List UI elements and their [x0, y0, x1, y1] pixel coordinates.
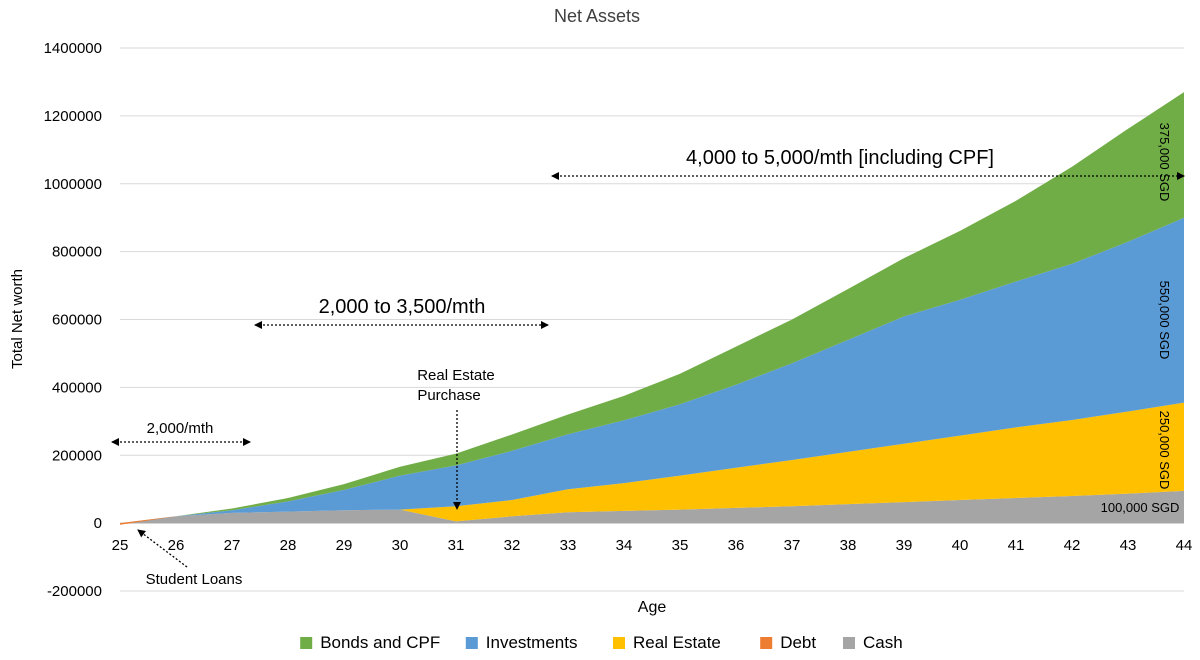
y-tick-label: 1000000 — [44, 176, 102, 193]
legend-swatch-real-estate — [613, 637, 625, 649]
legend: Bonds and CPF Investments Real Estate Debt C… — [300, 633, 903, 652]
area-real-estate — [120, 402, 1184, 524]
real-estate-label-line2: Purchase — [417, 387, 480, 404]
x-tick-label: 41 — [1008, 537, 1025, 554]
chart-title: Net Assets — [554, 6, 640, 26]
y-tick-label: 1400000 — [44, 40, 102, 57]
x-axis-title: Age — [638, 599, 667, 616]
x-tick-label: 31 — [448, 537, 465, 554]
x-tick-label: 37 — [784, 537, 801, 554]
x-tick-label: 40 — [952, 537, 969, 554]
cash-end-label: 100,000 SGD — [1101, 500, 1180, 515]
legend-swatch-cash — [843, 637, 855, 649]
x-tick-label: 25 — [112, 537, 129, 554]
bonds-end-label: 375,000 SGD — [1157, 123, 1172, 202]
x-tick-label: 33 — [560, 537, 577, 554]
legend-label-bonds-and-cpf: Bonds and CPF — [320, 633, 440, 652]
x-tick-label: 30 — [392, 537, 409, 554]
x-tick-label: 38 — [840, 537, 857, 554]
legend-swatch-investments — [465, 637, 478, 649]
legend-swatch-debt — [760, 637, 773, 649]
y-tick-label: -200000 — [47, 583, 102, 600]
y-axis-title: Total Net worth — [9, 269, 26, 369]
x-tick-label: 39 — [896, 537, 913, 554]
y-tick-label: 200000 — [52, 447, 102, 464]
x-tick-label: 44 — [1176, 537, 1193, 554]
legend-label-real-estate: Real Estate — [633, 633, 721, 652]
y-tick-labels: -200000 0 200000 400000 600000 800000 1000000 1… — [44, 40, 102, 600]
y-tick-label: 600000 — [52, 312, 102, 329]
band-3-label: 4,000 to 5,000/mth [including CPF] — [686, 147, 994, 169]
legend-swatch-bonds-and-cpf — [300, 637, 313, 649]
investments-end-label: 550,000 SGD — [1157, 281, 1172, 360]
x-tick-label: 35 — [672, 537, 689, 554]
band-1-label: 2,000/mth — [147, 420, 214, 437]
x-tick-label: 29 — [336, 537, 353, 554]
gridlines — [120, 47, 1184, 592]
x-tick-label: 43 — [1120, 537, 1137, 554]
real-estate-label-line1: Real Estate — [417, 367, 495, 384]
y-tick-label: 0 — [94, 515, 102, 532]
real-estate-end-label: 250,000 SGD — [1157, 411, 1172, 490]
legend-label-cash: Cash — [863, 633, 903, 652]
area-cash — [120, 490, 1184, 524]
x-tick-label: 28 — [280, 537, 297, 554]
stacked-areas — [120, 92, 1184, 525]
x-tick-labels: 25 26 27 28 29 30 31 32 33 34 35 36 37 38 39 40 41 42 43 44 — [112, 537, 1193, 554]
legend-label-investments: Investments — [486, 633, 578, 652]
band-2-label: 2,000 to 3,500/mth — [319, 296, 486, 318]
x-tick-label: 36 — [728, 537, 745, 554]
legend-label-debt: Debt — [780, 633, 816, 652]
x-tick-label: 34 — [616, 537, 633, 554]
y-tick-label: 400000 — [52, 379, 102, 396]
x-tick-label: 26 — [168, 537, 185, 554]
annotations: 2,000/mth 2,000 to 3,500/mth 4,000 to 5,… — [111, 123, 1185, 588]
x-tick-label: 42 — [1064, 537, 1081, 554]
x-tick-label: 27 — [224, 537, 241, 554]
x-tick-label: 32 — [504, 537, 521, 554]
y-tick-label: 1200000 — [44, 108, 102, 125]
y-tick-label: 800000 — [52, 244, 102, 261]
student-loans-label: Student Loans — [146, 571, 243, 588]
area-investments — [120, 217, 1184, 524]
